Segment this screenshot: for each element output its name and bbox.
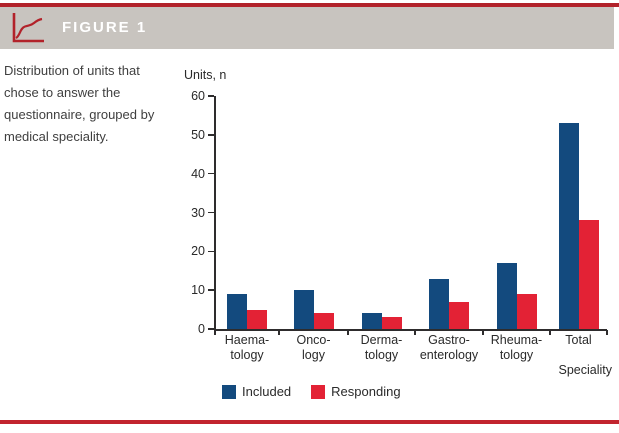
legend-item-included: Included [222, 384, 291, 399]
category-label: Onco-logy [296, 333, 331, 362]
category-label: Derma-tology [360, 333, 403, 362]
y-axis-tick [208, 289, 214, 291]
x-axis-tick [214, 330, 216, 335]
y-axis-tick [208, 211, 214, 214]
legend-label: Responding [331, 384, 401, 399]
y-tick-label: 40 [191, 166, 205, 181]
y-axis-tick [208, 95, 214, 97]
y-axis-title: Units, n [184, 68, 227, 82]
x-axis-line [214, 329, 607, 331]
x-axis-tick [606, 330, 608, 335]
y-axis-line [214, 96, 216, 329]
bar-included-oncology [293, 290, 314, 329]
x-axis-tick [278, 330, 280, 335]
y-tick-label: 10 [191, 283, 205, 298]
category-label: Gastro-enterology [419, 333, 479, 362]
legend-swatch-responding [311, 384, 326, 399]
category-label: Haema-tology [224, 333, 270, 362]
category-label: Total [565, 333, 592, 347]
bar-responding-haematology [247, 309, 267, 329]
x-axis-tick [414, 330, 416, 335]
bar-responding-gastroenterology [449, 301, 469, 329]
top-accent-rule [0, 3, 619, 7]
legend-label: Included [242, 384, 292, 399]
y-axis-tick [208, 134, 214, 136]
bar-responding-oncology [313, 313, 334, 329]
bar-responding-rheumatology [516, 294, 537, 329]
bar-included-dermatology [361, 313, 382, 329]
bar-included-rheumatology [496, 262, 517, 329]
y-tick-label: 30 [191, 205, 205, 220]
x-axis-title: Speciality [558, 363, 613, 377]
bar-included-total [558, 123, 579, 329]
y-tick-label: 60 [191, 89, 205, 103]
line-chart-icon [10, 12, 46, 44]
bar-responding-total [578, 220, 599, 329]
y-tick-label: 50 [191, 127, 205, 142]
x-axis-tick [347, 330, 349, 335]
bottom-accent-rule [0, 420, 619, 424]
x-axis-tick [549, 330, 551, 335]
chart-legend: Included Responding [222, 384, 401, 399]
category-label: Rheuma-tology [490, 333, 543, 362]
legend-item-responding: Responding [311, 384, 401, 399]
x-axis-tick [482, 330, 484, 335]
figure-header: FIGURE 1 [0, 7, 614, 49]
y-tick-label: 0 [198, 322, 205, 336]
legend-swatch-included [222, 384, 236, 399]
bar-responding-dermatology [381, 317, 402, 329]
y-axis-tick [208, 328, 214, 330]
bar-included-gastroenterology [429, 278, 449, 329]
y-axis-tick [208, 172, 214, 175]
bar-included-haematology [227, 294, 247, 329]
figure-title: FIGURE 1 [62, 19, 148, 36]
figure-caption: Distribution of units that chose to answ… [4, 63, 155, 144]
y-tick-label: 20 [191, 244, 205, 259]
y-axis-tick [208, 250, 214, 253]
